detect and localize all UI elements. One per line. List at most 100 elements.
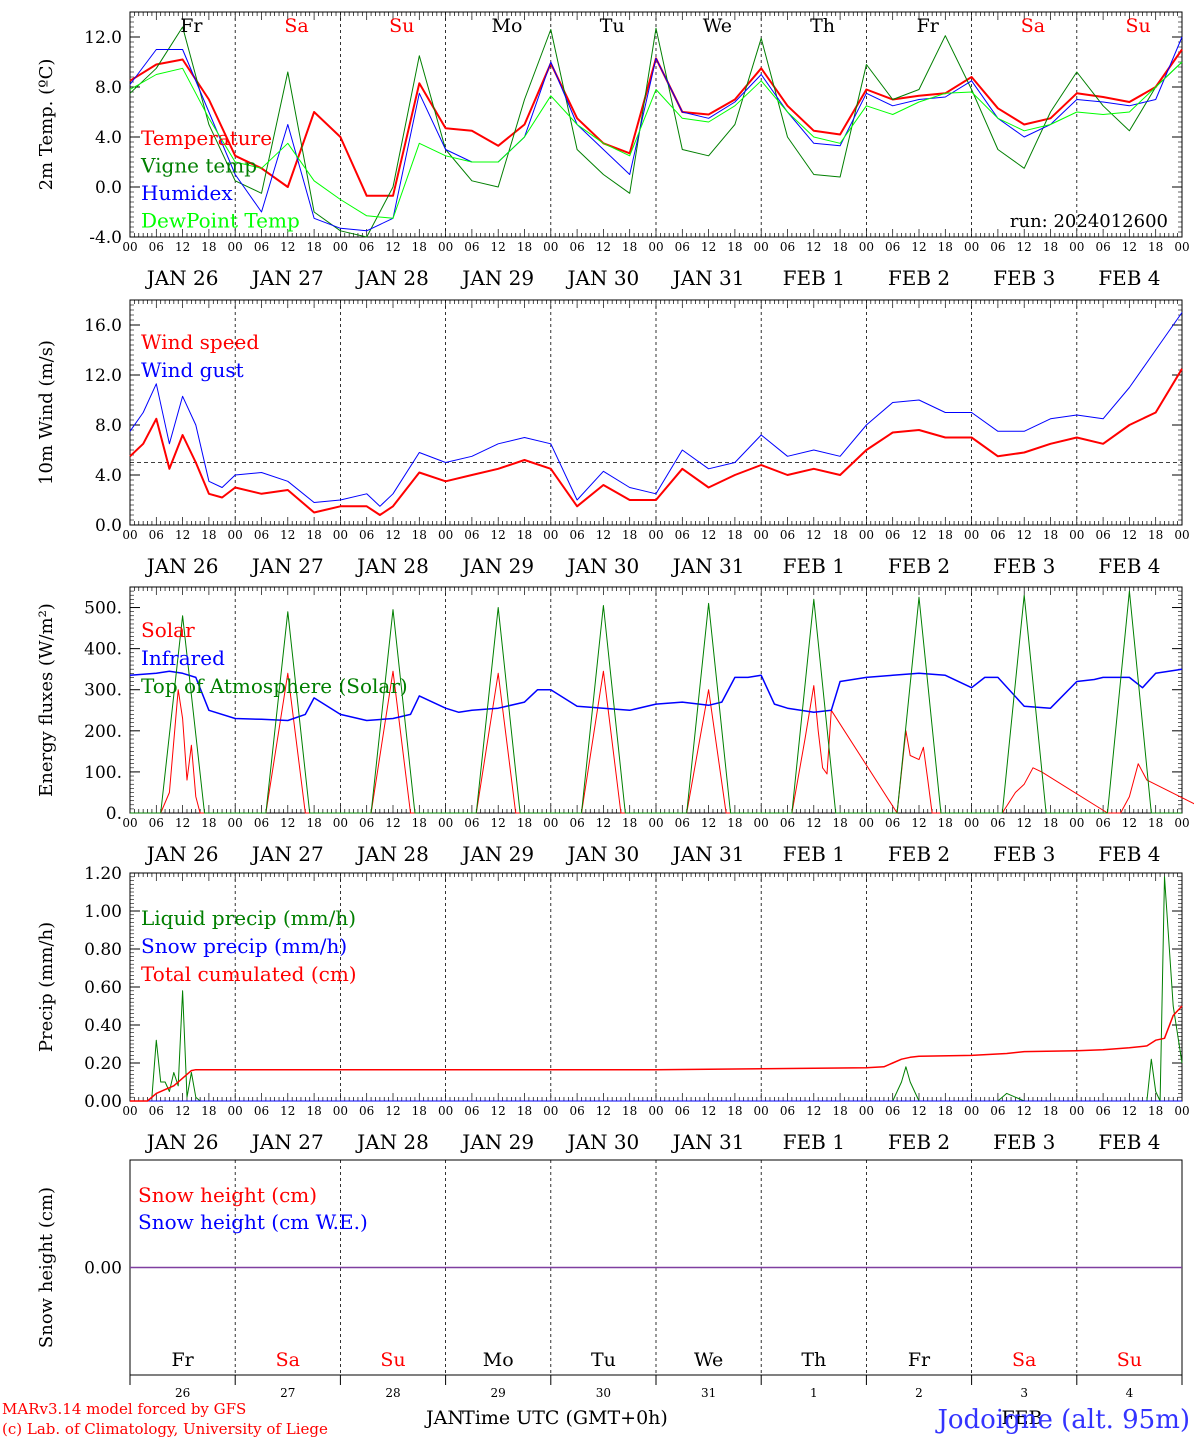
hour-tick-label: 00 [964, 816, 979, 830]
date-label: JAN 29 [460, 266, 534, 290]
legend-entry: Wind speed [141, 330, 259, 354]
hour-tick-label: 00 [333, 1104, 348, 1118]
y-tick-label: 12.0 [84, 28, 122, 48]
hour-tick-label: 00 [1069, 528, 1084, 542]
date-label: FEB 3 [993, 266, 1055, 290]
date-label: JAN 28 [355, 554, 429, 578]
hour-tick-label: 18 [832, 1104, 847, 1118]
day-number-label: 31 [701, 1386, 716, 1400]
credit-line: (c) Lab. of Climatology, University of L… [2, 1420, 328, 1438]
y-tick-label: 0.0 [95, 178, 122, 198]
date-label: FEB 4 [1098, 266, 1160, 290]
date-label: JAN 26 [145, 1130, 219, 1154]
day-name-label: Fr [171, 1349, 194, 1371]
hour-tick-label: 00 [122, 816, 137, 830]
day-name-label: Sa [1012, 1349, 1036, 1371]
hour-tick-label: 06 [885, 816, 900, 830]
hour-tick-label: 18 [622, 816, 637, 830]
hour-tick-label: 12 [1122, 1104, 1137, 1118]
hour-tick-label: 12 [911, 816, 926, 830]
hour-tick-label: 18 [622, 1104, 637, 1118]
hour-tick-label: 00 [122, 240, 137, 254]
run-label: run: 2024012600 [1010, 211, 1168, 232]
date-label: JAN 28 [355, 1130, 429, 1154]
hour-tick-label: 06 [780, 240, 795, 254]
y-tick-label: 0.0 [95, 516, 122, 536]
hour-tick-label: 06 [990, 1104, 1005, 1118]
hour-tick-label: 06 [149, 528, 164, 542]
hour-tick-label: 12 [596, 528, 611, 542]
hour-tick-label: 12 [280, 240, 295, 254]
hour-tick-label: 12 [596, 1104, 611, 1118]
day-name-label: We [694, 1349, 723, 1371]
panel-3: 00 06 12 18 00 06 12 18 00 06 12 18 00 06 12 18 00 06 12 18… [36, 586, 1194, 866]
hour-tick-label: 06 [254, 528, 269, 542]
legend-entry: Snow height (cm W.E.) [138, 1210, 368, 1234]
hour-tick-label: 18 [832, 528, 847, 542]
hour-tick-label: 12 [806, 240, 821, 254]
hour-tick-label: 12 [280, 528, 295, 542]
hour-tick-label: 06 [1095, 528, 1110, 542]
hour-tick-label: 06 [885, 240, 900, 254]
y-tick-label: 500. [84, 599, 122, 619]
hour-tick-label: 06 [254, 816, 269, 830]
hour-tick-label: 06 [675, 528, 690, 542]
day-number-label: 3 [1020, 1386, 1028, 1400]
y-tick-label: 4.0 [95, 466, 122, 486]
y-axis-label: 2m Temp. (ºC) [36, 59, 57, 191]
hour-tick-label: 06 [359, 240, 374, 254]
hour-tick-label: 18 [938, 816, 953, 830]
hour-tick-label: 06 [675, 240, 690, 254]
hour-tick-label: 06 [254, 240, 269, 254]
date-label: FEB 3 [993, 842, 1055, 866]
hour-tick-label: 18 [1148, 528, 1163, 542]
date-label: JAN 26 [145, 554, 219, 578]
panel-4: 00 06 12 18 00 06 12 18 00 06 12 18 00 06 12 18 00 06 12 18… [36, 864, 1190, 1154]
hour-tick-label: 06 [990, 528, 1005, 542]
hour-tick-label: 12 [385, 816, 400, 830]
legend-entry: Vigne temp [140, 154, 257, 178]
hour-tick-label: 18 [938, 1104, 953, 1118]
hour-tick-label: 06 [464, 1104, 479, 1118]
date-label: JAN 30 [566, 554, 640, 578]
hour-tick-label: 00 [438, 816, 453, 830]
hour-tick-label: 12 [1122, 240, 1137, 254]
hour-tick-label: 18 [201, 240, 216, 254]
date-label: JAN 29 [460, 1130, 534, 1154]
date-label: JAN 29 [460, 842, 534, 866]
day-number-label: 29 [491, 1386, 506, 1400]
hour-tick-label: 00 [648, 1104, 663, 1118]
hour-tick-label: 12 [701, 816, 716, 830]
hour-tick-label: 18 [201, 816, 216, 830]
series-line-dewpoint-temp [129, 61, 1183, 219]
y-tick-label: 400. [84, 640, 122, 660]
y-tick-label: 8.0 [95, 78, 122, 98]
hour-tick-label: 18 [1148, 240, 1163, 254]
date-label: JAN 31 [671, 554, 745, 578]
hour-tick-label: 00 [754, 528, 769, 542]
series-line-vigne-temp [129, 26, 1183, 238]
panel-5: 0.00 Snow height (cm) Snow height (cm) Snow… [36, 1159, 1183, 1400]
hour-tick-label: 18 [306, 240, 321, 254]
hour-tick-label: 18 [1043, 240, 1058, 254]
hour-tick-label: 12 [596, 816, 611, 830]
hour-tick-label: 18 [832, 240, 847, 254]
date-label: JAN 31 [671, 842, 745, 866]
hour-tick-label: 12 [491, 1104, 506, 1118]
hour-tick-label: 06 [149, 240, 164, 254]
day-name-label: Su [380, 1349, 405, 1371]
hour-tick-label: 00 [122, 1104, 137, 1118]
date-label: JAN 26 [145, 266, 219, 290]
hour-tick-label: 00 [122, 528, 137, 542]
hour-tick-label: 00 [228, 816, 243, 830]
hour-tick-label: 18 [622, 240, 637, 254]
day-name-label: Fr [180, 15, 203, 37]
hour-tick-label: 00 [754, 816, 769, 830]
hour-tick-label: 12 [701, 528, 716, 542]
hour-tick-label: 06 [359, 528, 374, 542]
hour-tick-label: 12 [175, 240, 190, 254]
hour-tick-label: 18 [306, 528, 321, 542]
hour-tick-label: 12 [175, 816, 190, 830]
hour-tick-label: 06 [675, 1104, 690, 1118]
